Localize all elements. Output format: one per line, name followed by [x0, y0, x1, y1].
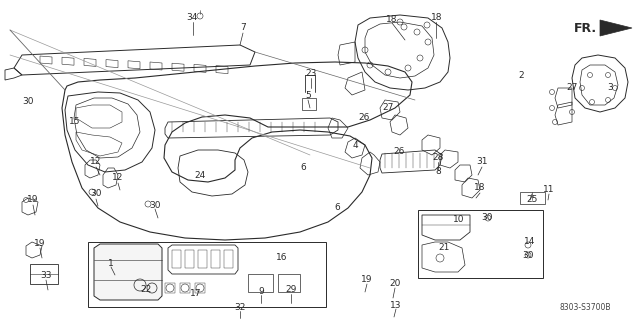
Bar: [180, 283, 190, 293]
Text: 18: 18: [431, 13, 443, 23]
Text: 27: 27: [382, 102, 394, 112]
Text: 6: 6: [334, 203, 340, 211]
Text: 8303-S3700B: 8303-S3700B: [560, 303, 611, 313]
Text: 19: 19: [361, 276, 372, 285]
Polygon shape: [94, 244, 162, 300]
Text: 30: 30: [22, 97, 34, 106]
Bar: [418, 210, 543, 278]
Text: 29: 29: [285, 286, 297, 294]
Text: 28: 28: [432, 152, 444, 161]
Bar: [195, 283, 205, 293]
Text: FR.: FR.: [574, 21, 597, 34]
Text: 6: 6: [300, 164, 306, 173]
Text: 16: 16: [276, 253, 288, 262]
Text: 21: 21: [438, 243, 450, 253]
Text: 5: 5: [305, 92, 311, 100]
Text: 13: 13: [390, 300, 402, 309]
Text: 31: 31: [476, 158, 488, 167]
Text: 18: 18: [474, 183, 486, 192]
Text: 8: 8: [435, 167, 441, 175]
Text: 10: 10: [453, 216, 465, 225]
Text: 4: 4: [352, 140, 358, 150]
Text: 12: 12: [90, 158, 102, 167]
Text: 9: 9: [258, 286, 264, 295]
Text: 11: 11: [543, 184, 555, 194]
Text: 30: 30: [522, 251, 534, 261]
Bar: [520, 192, 545, 204]
Text: 17: 17: [190, 288, 202, 298]
Text: 22: 22: [140, 285, 152, 293]
Bar: [88, 242, 326, 307]
Text: 27: 27: [566, 83, 578, 92]
Text: 25: 25: [526, 195, 538, 204]
Text: 26: 26: [394, 147, 404, 157]
Text: 23: 23: [305, 69, 317, 78]
Text: 20: 20: [389, 279, 401, 288]
Text: 3: 3: [607, 84, 613, 93]
Text: 33: 33: [40, 271, 52, 280]
Text: 32: 32: [234, 302, 246, 311]
Bar: [278, 274, 300, 292]
Bar: [165, 283, 175, 293]
Polygon shape: [600, 20, 632, 36]
Text: 34: 34: [186, 12, 198, 21]
Text: 18: 18: [387, 14, 397, 24]
Text: 15: 15: [69, 117, 81, 127]
Bar: [248, 274, 273, 292]
Text: 30: 30: [149, 201, 161, 210]
Text: 7: 7: [240, 24, 246, 33]
Bar: [302, 98, 316, 110]
Text: 1: 1: [108, 258, 114, 268]
Bar: [30, 264, 58, 284]
Text: 19: 19: [35, 239, 45, 248]
Text: 24: 24: [195, 170, 205, 180]
Text: 2: 2: [518, 70, 524, 79]
Text: 30: 30: [481, 213, 493, 222]
Text: 19: 19: [28, 196, 39, 204]
Text: 26: 26: [358, 114, 370, 122]
Text: 12: 12: [112, 174, 124, 182]
Text: 30: 30: [90, 189, 102, 198]
Text: 14: 14: [524, 236, 536, 246]
